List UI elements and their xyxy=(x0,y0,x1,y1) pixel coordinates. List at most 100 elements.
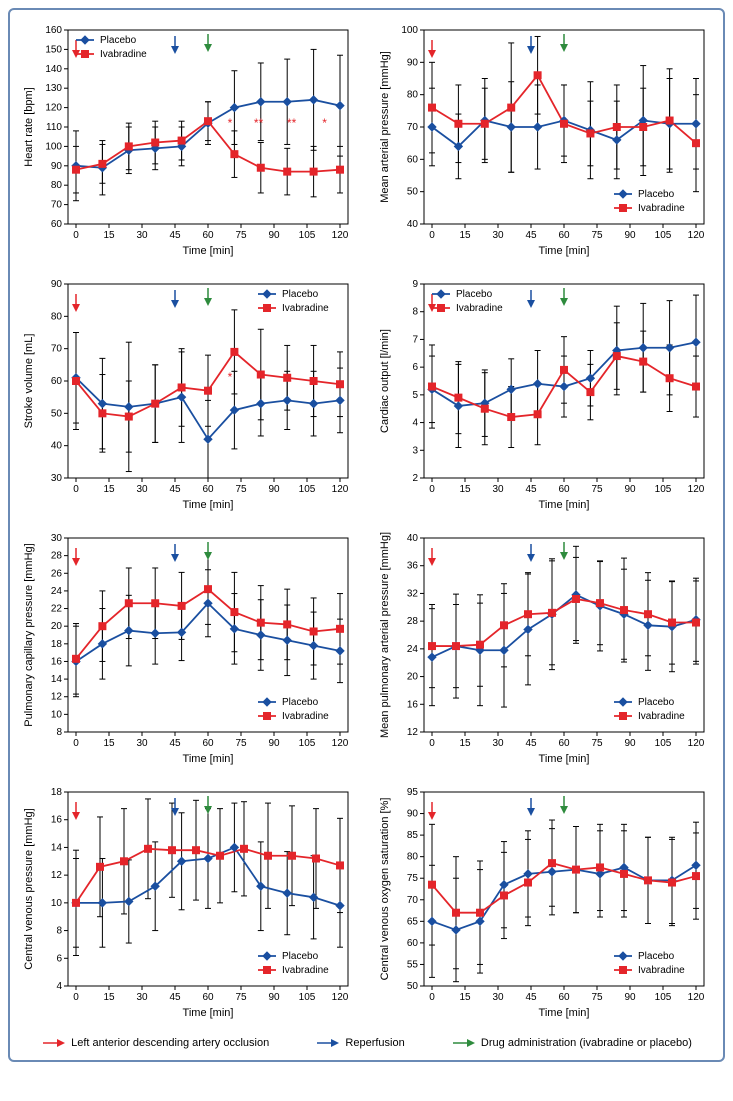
svg-text:3: 3 xyxy=(412,445,418,456)
svg-text:Placebo: Placebo xyxy=(100,35,137,46)
svg-text:0: 0 xyxy=(73,992,79,1003)
svg-text:75: 75 xyxy=(591,738,603,749)
svg-text:Time [min]: Time [min] xyxy=(538,245,589,257)
svg-text:90: 90 xyxy=(51,161,63,172)
svg-text:Placebo: Placebo xyxy=(638,951,675,962)
svg-text:105: 105 xyxy=(299,484,316,495)
svg-text:Placebo: Placebo xyxy=(456,289,493,300)
panel-map: 405060708090100Mean arterial pressure [m… xyxy=(374,20,712,260)
svg-text:60: 60 xyxy=(202,484,214,495)
svg-text:15: 15 xyxy=(459,992,471,1003)
svg-text:75: 75 xyxy=(235,230,247,241)
svg-text:90: 90 xyxy=(268,738,280,749)
panel-sv: 30405060708090Stroke volume [mL]01530456… xyxy=(18,274,356,514)
panel-heart_rate-wrap: 60708090100110120130140150160Heart rate … xyxy=(18,20,360,260)
svg-text:75: 75 xyxy=(235,992,247,1003)
svg-text:90: 90 xyxy=(51,279,63,290)
svg-text:2: 2 xyxy=(412,473,418,484)
svg-text:**: ** xyxy=(254,116,264,130)
svg-text:50: 50 xyxy=(406,981,418,992)
svg-text:Ivabradine: Ivabradine xyxy=(282,965,329,976)
svg-text:70: 70 xyxy=(406,122,418,133)
svg-text:105: 105 xyxy=(299,992,316,1003)
svg-text:30: 30 xyxy=(136,738,148,749)
svg-text:30: 30 xyxy=(492,484,504,495)
svg-text:100: 100 xyxy=(401,25,418,36)
figure-container: 60708090100110120130140150160Heart rate … xyxy=(8,8,725,1062)
svg-text:20: 20 xyxy=(406,672,418,683)
svg-text:120: 120 xyxy=(687,992,704,1003)
svg-text:Time [min]: Time [min] xyxy=(538,499,589,511)
svg-text:7: 7 xyxy=(412,334,418,345)
svg-text:120: 120 xyxy=(332,484,349,495)
svg-text:30: 30 xyxy=(492,230,504,241)
svg-text:70: 70 xyxy=(51,344,63,355)
svg-text:60: 60 xyxy=(202,992,214,1003)
svg-text:Time [min]: Time [min] xyxy=(183,245,234,257)
svg-text:120: 120 xyxy=(687,738,704,749)
legend-occlusion: Left anterior descending artery occlusio… xyxy=(41,1036,269,1050)
panel-mpap: 1216202428323640Mean pulmonary arterial … xyxy=(374,528,712,768)
svg-text:120: 120 xyxy=(45,103,62,114)
svg-text:Ivabradine: Ivabradine xyxy=(282,711,329,722)
svg-text:16: 16 xyxy=(51,656,63,667)
bottom-legend: Left anterior descending artery occlusio… xyxy=(18,1032,715,1054)
svg-text:22: 22 xyxy=(51,604,63,615)
svg-text:70: 70 xyxy=(51,200,63,211)
svg-text:60: 60 xyxy=(558,230,570,241)
svg-text:30: 30 xyxy=(492,992,504,1003)
svg-text:16: 16 xyxy=(406,699,418,710)
svg-text:95: 95 xyxy=(406,787,418,798)
svg-text:85: 85 xyxy=(406,830,418,841)
svg-text:15: 15 xyxy=(103,738,115,749)
panel-mpap-wrap: 1216202428323640Mean pulmonary arterial … xyxy=(374,528,716,768)
svg-text:90: 90 xyxy=(624,738,636,749)
svg-text:*: * xyxy=(228,370,233,384)
svg-text:Placebo: Placebo xyxy=(282,951,319,962)
svg-text:18: 18 xyxy=(51,787,63,798)
svg-text:4: 4 xyxy=(412,418,418,429)
svg-text:Mean pulmonary arterial pressu: Mean pulmonary arterial pressure [mmHg] xyxy=(379,532,391,738)
svg-text:105: 105 xyxy=(299,230,316,241)
svg-text:75: 75 xyxy=(591,992,603,1003)
panel-sv-wrap: 30405060708090Stroke volume [mL]01530456… xyxy=(18,274,360,514)
svg-text:Placebo: Placebo xyxy=(282,697,319,708)
svg-text:15: 15 xyxy=(103,992,115,1003)
svg-text:8: 8 xyxy=(56,727,62,738)
svg-text:45: 45 xyxy=(525,992,537,1003)
legend-drug-label: Drug administration (ivabradine or place… xyxy=(481,1037,692,1049)
svg-text:Time [min]: Time [min] xyxy=(538,753,589,765)
panel-cvp-wrap: 4681012141618Central venous pressure [mm… xyxy=(18,782,360,1022)
svg-text:0: 0 xyxy=(73,484,79,495)
svg-text:150: 150 xyxy=(45,44,62,55)
svg-text:15: 15 xyxy=(459,230,471,241)
svg-text:12: 12 xyxy=(51,870,63,881)
svg-text:Ivabradine: Ivabradine xyxy=(638,203,685,214)
panel-co: 23456789Cardiac output [l/min]0153045607… xyxy=(374,274,712,514)
svg-text:28: 28 xyxy=(51,551,63,562)
panel-pcwp-wrap: 81012141618202224262830Pulmonary capilla… xyxy=(18,528,360,768)
svg-text:30: 30 xyxy=(136,484,148,495)
svg-text:Placebo: Placebo xyxy=(638,189,675,200)
svg-text:90: 90 xyxy=(624,230,636,241)
svg-text:60: 60 xyxy=(406,154,418,165)
svg-text:4: 4 xyxy=(56,981,62,992)
svg-text:Time [min]: Time [min] xyxy=(538,1007,589,1019)
svg-text:65: 65 xyxy=(406,916,418,927)
panel-cvp: 4681012141618Central venous pressure [mm… xyxy=(18,782,356,1022)
arrow-icon-drug xyxy=(451,1036,475,1050)
svg-text:10: 10 xyxy=(51,898,63,909)
panel-pcwp: 81012141618202224262830Pulmonary capilla… xyxy=(18,528,356,768)
arrow-icon-reperfusion xyxy=(315,1036,339,1050)
svg-text:60: 60 xyxy=(558,738,570,749)
svg-text:45: 45 xyxy=(169,992,181,1003)
svg-text:75: 75 xyxy=(406,873,418,884)
svg-text:0: 0 xyxy=(73,738,79,749)
svg-text:60: 60 xyxy=(558,484,570,495)
svg-text:45: 45 xyxy=(525,738,537,749)
svg-text:Time [min]: Time [min] xyxy=(183,753,234,765)
svg-text:12: 12 xyxy=(406,727,418,738)
svg-text:26: 26 xyxy=(51,568,63,579)
svg-text:50: 50 xyxy=(51,408,63,419)
svg-text:55: 55 xyxy=(406,959,418,970)
